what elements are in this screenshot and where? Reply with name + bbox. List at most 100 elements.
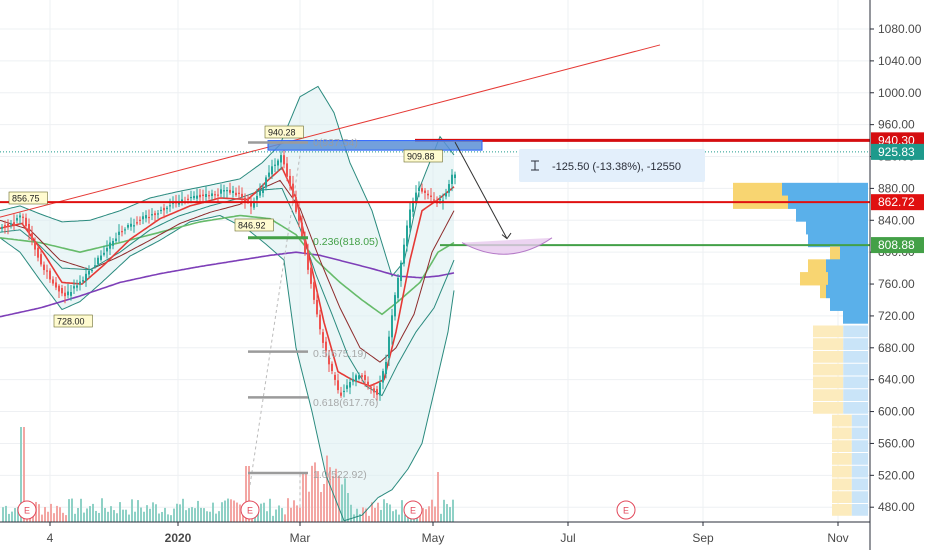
volume-bar (62, 512, 64, 522)
candle-body (367, 381, 369, 386)
candle-body (223, 190, 225, 192)
volume-bar (107, 511, 109, 522)
volume-bar (53, 513, 55, 522)
volume-bar (125, 509, 127, 522)
fib-label: 0.236(818.05) (313, 236, 378, 248)
price-label: 940.30 (878, 133, 915, 147)
volume-bar (44, 507, 46, 522)
candle-body (397, 277, 399, 298)
candle-body (415, 192, 417, 203)
candle-body (277, 160, 279, 166)
candle-body (133, 225, 135, 227)
earnings-event-icon[interactable] (616, 500, 636, 520)
candle-body (439, 198, 441, 201)
candle-body (388, 336, 390, 359)
volume-bar (2, 507, 4, 522)
drawings[interactable] (0, 44, 870, 508)
candle-body (232, 190, 234, 194)
volume-bar (203, 508, 205, 522)
candle-body (400, 262, 402, 281)
volume-bar (98, 512, 100, 522)
candle-body (118, 231, 120, 235)
earnings-event-icon[interactable] (17, 500, 37, 520)
volume-bar (14, 508, 16, 522)
volume-bar (263, 502, 265, 522)
candle-body (67, 291, 69, 296)
candle-body (97, 257, 99, 265)
candle-body (91, 269, 93, 272)
fib-trend-line (249, 154, 301, 486)
volume-bar (128, 514, 130, 522)
candle-body (190, 196, 192, 199)
measure-icon (531, 160, 539, 171)
volume-profile-sell (832, 504, 852, 516)
volume-profile-sell (813, 325, 844, 338)
price-label: 925.83 (878, 145, 915, 159)
volume-bar (23, 427, 25, 522)
earnings-event-icon[interactable] (403, 500, 423, 520)
price-label: 808.88 (878, 238, 915, 252)
volume-profile-sell (832, 414, 852, 427)
resistance-zone[interactable] (267, 140, 483, 151)
price-tick-label: 1080.00 (878, 22, 922, 36)
high-label: 940.28 (268, 128, 296, 138)
volume-bar (416, 515, 418, 522)
trend-line[interactable] (0, 44, 661, 218)
volume-profile (733, 182, 868, 516)
price-tick-label: 640.00 (878, 373, 915, 387)
fib-label: 0(937.54) (313, 137, 358, 149)
volume-bar (377, 502, 379, 522)
price-tick-label: 600.00 (878, 405, 915, 419)
volume-bar (299, 507, 301, 522)
high-label-bg (264, 125, 304, 139)
target-arc[interactable] (461, 237, 553, 255)
candle-body (193, 195, 195, 199)
volume-bar (200, 507, 202, 522)
candle-body (154, 213, 156, 216)
low-label: 728.00 (57, 317, 85, 327)
volume-bar (449, 507, 451, 522)
high-label: 856.75 (12, 194, 40, 204)
volume-profile-sell (813, 376, 844, 389)
candle-body (331, 363, 333, 372)
volume-profile-buy (851, 427, 868, 440)
candle-body (448, 184, 450, 193)
volume-bar (197, 500, 199, 522)
volume-profile-buy (782, 182, 868, 197)
volume-bar (326, 455, 328, 522)
volume-profile-sell (832, 478, 852, 491)
candle-body (253, 202, 255, 208)
volume-bar (272, 515, 274, 522)
volume-bar (311, 465, 313, 522)
volume-bar (446, 504, 448, 522)
earnings-event-icon[interactable] (240, 500, 260, 520)
projection-arrow-line[interactable] (454, 141, 508, 239)
low-label: 846.92 (238, 221, 266, 231)
candle-body (394, 295, 396, 317)
candle-body (454, 174, 456, 179)
candle-body (196, 195, 198, 199)
candle-body (337, 380, 339, 391)
measure-box[interactable] (519, 149, 705, 182)
volume-bar (431, 499, 433, 522)
volume-bar (407, 514, 409, 522)
candle-body (106, 247, 108, 252)
candle-body (127, 224, 129, 228)
price-label-bg (871, 143, 924, 160)
candle-body (13, 222, 15, 225)
volume-profile-sell (832, 491, 852, 504)
volume-bar (176, 503, 178, 522)
volume-bar (143, 511, 145, 522)
volume-profile-sell (808, 259, 826, 273)
candle-body (295, 197, 297, 212)
candle-body (187, 198, 189, 200)
volume-bar (212, 502, 214, 522)
candle-body (352, 379, 354, 382)
time-tick-label: 2020 (165, 531, 192, 545)
volume-bar (386, 503, 388, 522)
price-label-bg (871, 194, 924, 211)
candle-body (328, 355, 330, 365)
volume-bar (275, 509, 277, 522)
volume-bar (206, 511, 208, 522)
